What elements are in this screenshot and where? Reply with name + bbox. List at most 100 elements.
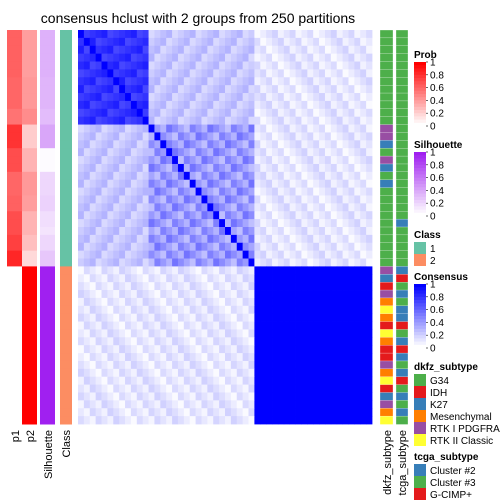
consensus-cell [130,53,138,62]
consensus-cell [330,30,338,39]
consensus-cell [319,163,326,173]
consensus-cell [219,77,226,86]
consensus-cell [189,274,196,283]
consensus-cell [130,297,138,307]
consensus-cell [130,140,138,149]
annot-class-cell [60,297,72,307]
legend-gradient-step [414,171,426,175]
consensus-cell [248,85,255,94]
consensus-cell [260,132,267,141]
annot-tcga-subtype-cell [395,258,409,268]
consensus-cell [289,116,296,125]
consensus-cell [183,368,191,378]
consensus-cell [207,227,214,236]
consensus-cell [207,187,214,196]
consensus-cell [219,195,226,204]
consensus-cell [89,132,97,141]
consensus-cell [277,77,285,86]
consensus-cell [254,321,261,330]
consensus-cell [125,108,132,118]
consensus-cell [295,124,302,133]
consensus-cell [277,187,285,196]
consensus-cell [254,368,261,378]
consensus-cell [83,242,91,252]
consensus-cell [78,242,85,252]
legend-swatch [414,476,426,488]
consensus-cell [78,274,85,283]
consensus-cell [236,219,244,228]
consensus-cell [213,227,220,236]
annot-class-cell [60,360,72,370]
annot-silhouette-cell [40,171,55,181]
consensus-cell [78,297,85,307]
consensus-cell [125,171,132,181]
consensus-cell [189,77,196,86]
consensus-cell [78,85,85,94]
consensus-cell [301,163,308,173]
consensus-cell [272,156,279,165]
consensus-cell [260,211,267,220]
consensus-cell [260,408,267,417]
consensus-cell [172,384,179,393]
consensus-cell [272,313,279,322]
annot-tcga-subtype-cell [395,218,409,228]
consensus-cell [336,203,343,212]
consensus-cell [254,85,261,94]
consensus-cell [201,258,208,267]
consensus-cell [354,203,361,212]
consensus-cell [289,179,296,188]
consensus-cell [324,408,332,417]
consensus-cell [348,77,355,86]
annot-class-cell [60,392,72,401]
consensus-cell [154,227,161,236]
consensus-cell [242,108,249,118]
annot-p1-cell [7,156,22,165]
consensus-cell [207,345,214,354]
consensus-cell [83,116,91,125]
consensus-cell [313,148,320,157]
consensus-cell [83,360,91,370]
annot-p2-cell [22,203,37,212]
consensus-cell [136,148,144,157]
consensus-cell [189,416,196,425]
consensus-cell [172,171,179,181]
consensus-cell [107,203,114,212]
consensus-cell [366,274,373,283]
consensus-cell [236,313,244,322]
consensus-cell [213,337,220,346]
consensus-cell [125,93,132,102]
annot-dkfz-subtype-cell [379,289,394,299]
consensus-cell [266,37,273,47]
consensus-cell [219,282,226,291]
consensus-cell [289,250,296,259]
consensus-cell [295,195,302,204]
consensus-cell [283,242,291,252]
consensus-cell [289,171,296,181]
consensus-cell [354,305,361,315]
consensus-cell [148,329,155,338]
consensus-cell [201,376,208,385]
consensus-cell [295,321,302,330]
consensus-cell [130,195,138,204]
consensus-cell [119,219,126,228]
consensus-cell [119,179,126,188]
consensus-cell [342,384,349,393]
annot-class-cell [60,100,72,110]
consensus-cell [336,297,343,307]
consensus-cell [213,297,220,307]
consensus-cell [330,234,338,244]
consensus-cell [125,219,132,228]
consensus-cell [166,392,173,401]
consensus-cell [301,305,308,315]
consensus-cell [142,93,149,102]
consensus-cell [201,242,208,252]
consensus-cell [207,408,214,417]
consensus-cell [277,368,285,378]
consensus-cell [319,305,326,315]
consensus-cell [154,203,161,212]
consensus-cell [78,171,85,181]
legend-item-label: Cluster #3 [430,478,476,489]
consensus-cell [348,148,355,157]
consensus-cell [248,234,255,244]
consensus-cell [195,227,202,236]
